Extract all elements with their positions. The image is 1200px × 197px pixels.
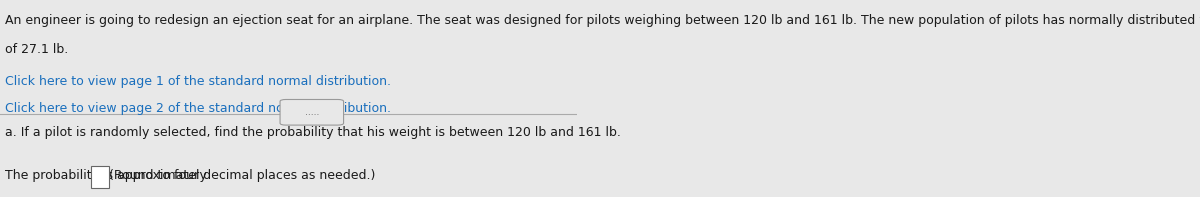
Text: a. If a pilot is randomly selected, find the probability that his weight is betw: a. If a pilot is randomly selected, find… [5,126,620,139]
Text: The probability is approximately: The probability is approximately [5,169,210,182]
FancyBboxPatch shape [91,166,109,188]
Text: An engineer is going to redesign an ejection seat for an airplane. The seat was : An engineer is going to redesign an ejec… [5,14,1200,27]
Text: Click here to view page 2 of the standard normal distribution.: Click here to view page 2 of the standar… [5,102,391,115]
Text: .....: ..... [305,108,319,117]
Text: (Round to four decimal places as needed.): (Round to four decimal places as needed.… [108,169,374,182]
Text: Click here to view page 1 of the standard normal distribution.: Click here to view page 1 of the standar… [5,75,391,88]
FancyBboxPatch shape [280,99,343,125]
Text: of 27.1 lb.: of 27.1 lb. [5,43,68,56]
